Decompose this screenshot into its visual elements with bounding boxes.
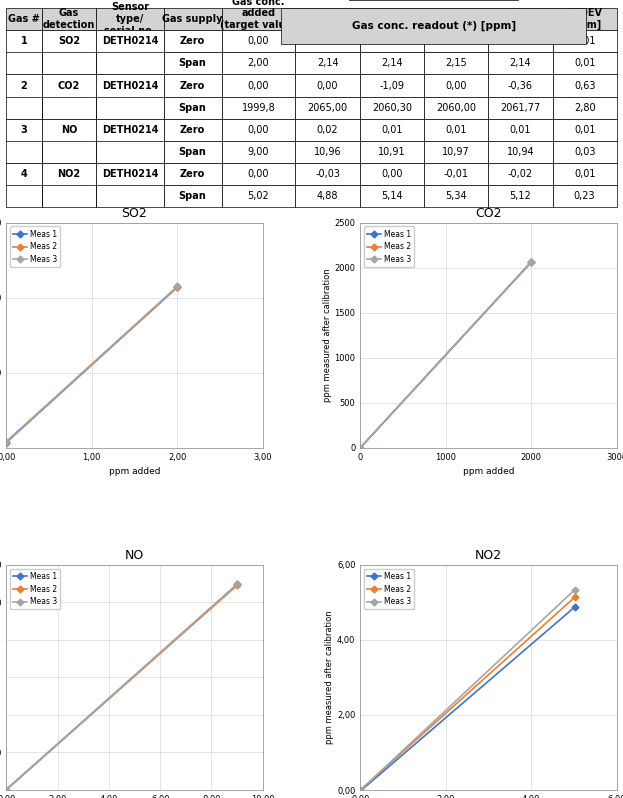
Title: NO2: NO2 [475, 549, 502, 563]
Y-axis label: ppm measured after calibration: ppm measured after calibration [323, 268, 331, 402]
Meas 2 [174, 282, 181, 292]
Y-axis label: ppm measured after calibration: ppm measured after calibration [325, 610, 334, 745]
X-axis label: ppm added: ppm added [109, 467, 160, 476]
Text: Gas conc. readout (*) [ppm]: Gas conc. readout (*) [ppm] [351, 21, 516, 31]
Meas 1 [2, 438, 10, 448]
Title: NO: NO [125, 549, 144, 563]
Meas 2 [2, 437, 10, 447]
Legend: Meas 1, Meas 2, Meas 3: Meas 1, Meas 2, Meas 3 [10, 569, 60, 610]
Title: CO2: CO2 [475, 207, 502, 220]
Line: Meas 1: Meas 1 [4, 285, 179, 445]
X-axis label: ppm added: ppm added [463, 467, 514, 476]
FancyBboxPatch shape [281, 8, 586, 44]
Legend: Meas 1, Meas 2, Meas 3: Meas 1, Meas 2, Meas 3 [10, 227, 60, 267]
Meas 1 [174, 282, 181, 292]
Line: Meas 3: Meas 3 [4, 284, 179, 444]
Legend: Meas 1, Meas 2, Meas 3: Meas 1, Meas 2, Meas 3 [364, 227, 414, 267]
Title: SO2: SO2 [121, 207, 148, 220]
Meas 3 [174, 282, 181, 291]
Meas 3 [2, 437, 10, 447]
Line: Meas 2: Meas 2 [4, 285, 179, 444]
Legend: Meas 1, Meas 2, Meas 3: Meas 1, Meas 2, Meas 3 [364, 569, 414, 610]
